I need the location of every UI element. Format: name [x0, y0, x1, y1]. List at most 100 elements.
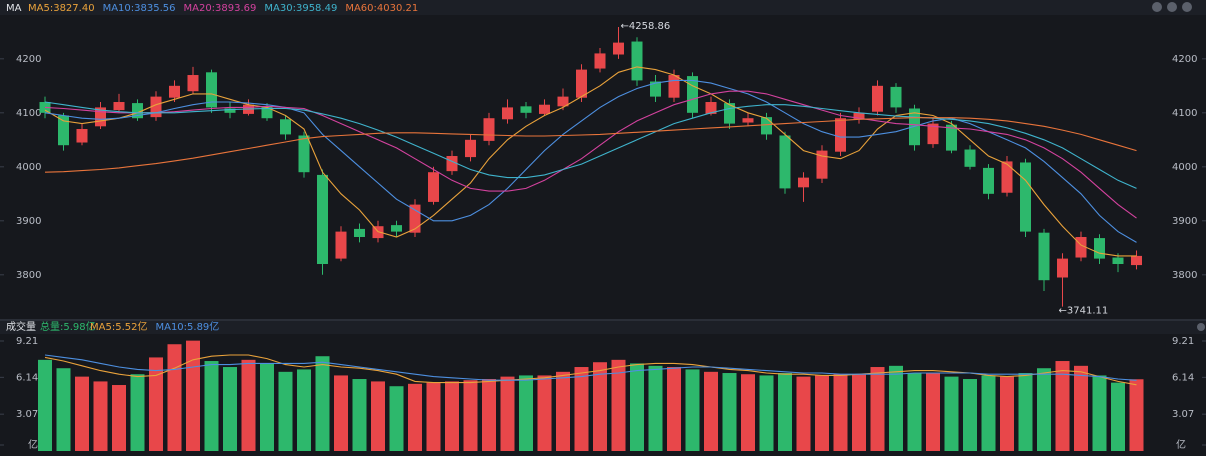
volume-bar — [1018, 373, 1033, 451]
candle-body — [779, 135, 791, 189]
volume-bar — [371, 381, 385, 451]
candle-body — [1075, 237, 1087, 258]
volume-settings-button[interactable] — [1197, 323, 1205, 331]
legend-entry: MA20:3893.69 — [183, 3, 256, 14]
volume-bar — [796, 376, 811, 451]
volume-bar — [315, 356, 330, 451]
candle-body — [1094, 238, 1105, 259]
volume-bar — [75, 376, 89, 451]
candle-body — [317, 174, 328, 265]
candle-body — [113, 102, 125, 111]
candle-body — [224, 108, 236, 113]
candle-body — [687, 76, 698, 113]
candle-body — [446, 156, 458, 172]
ma-line — [44, 66, 1137, 257]
y-tick-label: 9.21 — [16, 336, 38, 347]
candle-body — [409, 204, 421, 233]
zoom-in-button[interactable] — [1167, 2, 1177, 12]
candle-body — [742, 118, 754, 123]
window-controls[interactable] — [1152, 2, 1205, 331]
volume-bar — [241, 359, 256, 451]
volume-bar — [815, 375, 829, 451]
ma-line — [44, 101, 1137, 189]
candle-body — [816, 150, 828, 179]
volume-bar — [889, 365, 903, 451]
legend-entry: MA60:4030.21 — [345, 3, 418, 14]
candle-body — [576, 69, 587, 98]
candle-body — [631, 41, 643, 81]
y-tick-label-right: 4200 — [1172, 54, 1197, 65]
volume-bar — [630, 363, 644, 451]
volume-bar — [352, 379, 367, 451]
legend-entry: MA30:3958.49 — [264, 3, 337, 14]
candle-body — [261, 106, 273, 119]
candle-body — [761, 117, 772, 135]
candle-body — [668, 75, 680, 98]
candle-body — [95, 107, 106, 127]
legend-entry: MA10:3835.56 — [103, 3, 176, 14]
volume-bar — [445, 381, 459, 451]
candle-body — [187, 75, 199, 92]
volume-bar — [741, 374, 755, 451]
volume-bar — [833, 374, 848, 451]
y-tick-label: 4000 — [16, 162, 41, 173]
volume-bar — [482, 379, 496, 451]
candle-body — [1057, 258, 1068, 278]
volume-bar — [963, 379, 977, 451]
ma-line — [44, 117, 1137, 173]
high-annotation: ←4258.86 — [621, 21, 671, 32]
volume-header-bar — [0, 321, 1206, 334]
candle-body — [835, 118, 846, 152]
volume-bar — [593, 362, 607, 451]
zoom-out-button[interactable] — [1152, 2, 1162, 12]
candle-body — [465, 139, 476, 158]
volume-bar — [38, 359, 52, 451]
volume-bar — [667, 367, 681, 451]
candle-body — [483, 118, 495, 141]
ma-line — [44, 354, 1137, 386]
volume-bar — [408, 383, 422, 451]
candle-body — [502, 107, 513, 120]
volume-bar — [186, 340, 200, 451]
candle-body — [58, 115, 69, 146]
volume-title: 成交量 — [6, 320, 36, 333]
volume-bar — [574, 367, 589, 451]
candle-body — [428, 172, 439, 202]
volume-bar — [981, 375, 996, 451]
candle-body — [872, 85, 883, 112]
volume-bar — [463, 380, 478, 451]
y-tick-label-right: 9.21 — [1172, 336, 1194, 347]
volume-bar — [56, 368, 71, 451]
y-tick-label: 4100 — [16, 108, 41, 119]
candle-body — [539, 104, 550, 114]
volume-bar — [167, 344, 182, 451]
y-tick-label-right: 亿 — [1176, 438, 1186, 451]
candle-body — [927, 123, 939, 145]
volume-bar — [1111, 382, 1125, 451]
candle-body — [76, 129, 88, 143]
candle-body — [798, 177, 809, 188]
y-tick-label: 4200 — [16, 54, 41, 65]
volume-bar — [852, 374, 866, 451]
y-tick-label-right: 6.14 — [1172, 372, 1194, 383]
settings-button[interactable] — [1182, 2, 1192, 12]
volume-bar — [926, 373, 940, 451]
y-tick-label-right: 3800 — [1172, 270, 1197, 281]
volume-bar — [778, 373, 792, 451]
volume-bar — [611, 359, 626, 451]
volume-bar — [389, 386, 404, 451]
y-tick-label: 3.07 — [16, 409, 38, 420]
volume-bar — [907, 373, 922, 451]
volume-bar — [297, 369, 311, 451]
candle-body — [206, 72, 217, 108]
volume-bar — [1037, 368, 1051, 451]
y-tick-label: 6.14 — [16, 372, 38, 383]
candle-body — [169, 85, 180, 98]
candle-body — [1112, 257, 1124, 265]
candle-body — [335, 231, 347, 259]
volume-bar — [93, 381, 108, 451]
y-tick-label-right: 4100 — [1172, 108, 1197, 119]
candle-body — [705, 102, 717, 114]
legend-entry: MA5:5.52亿 — [90, 320, 147, 333]
